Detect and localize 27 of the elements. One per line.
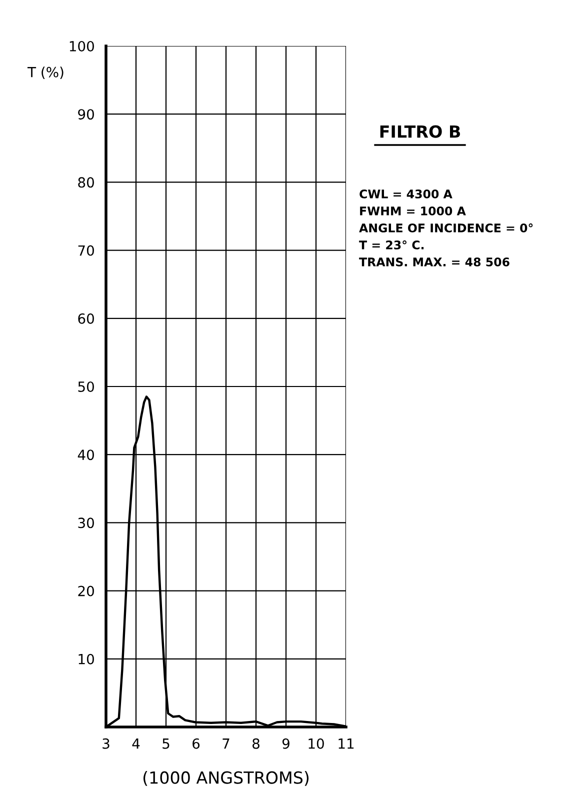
x-tick-label: 6	[192, 738, 200, 749]
text: FILTRO B	[380, 125, 460, 138]
y-tick-label: 100	[70, 40, 94, 52]
text: ANGLE OF INCIDENCE = 0°	[359, 223, 533, 232]
text: T = 23° C.	[359, 240, 424, 250]
x-tick-label: 4	[132, 738, 140, 749]
y-tick-label: 80	[78, 177, 94, 188]
y-tick-label: 20	[78, 586, 94, 596]
x-tick-label: 11	[338, 738, 354, 749]
y-axis-title: T (%)	[27, 66, 64, 79]
y-tick-label: 50	[78, 381, 94, 392]
x-tick-label: 9	[282, 738, 290, 749]
y-tick-label: 70	[78, 245, 94, 256]
text: FWHM = 1000 A	[360, 206, 466, 216]
y-tick-label: 10	[78, 654, 94, 664]
x-tick-label: 5	[162, 738, 170, 749]
x-tick-label: 3	[102, 738, 110, 749]
text: TRANS. MAX. = 48 506	[359, 257, 510, 266]
text: CWL = 4300 A	[360, 189, 452, 198]
y-tick-label: 30	[78, 518, 94, 528]
y-tick-label: 40	[78, 450, 94, 460]
x-tick-label: 7	[222, 738, 230, 749]
x-tick-label: 10	[308, 738, 324, 749]
x-axis-title: (1000 ANGSTROMS)	[143, 771, 309, 786]
x-tick-label: 8	[252, 738, 260, 749]
y-tick-label: 90	[78, 109, 94, 120]
y-tick-label: 60	[78, 313, 94, 324]
